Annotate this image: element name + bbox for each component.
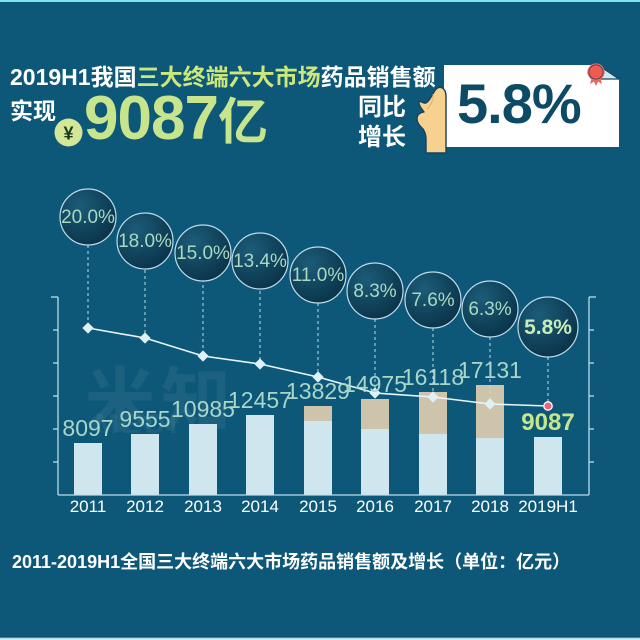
svg-text:2012: 2012	[126, 497, 164, 516]
svg-text:2017: 2017	[414, 497, 452, 516]
svg-text:2013: 2013	[184, 497, 222, 516]
svg-text:2018: 2018	[471, 497, 509, 516]
svg-text:2016: 2016	[356, 497, 394, 516]
svg-text:2015: 2015	[299, 497, 337, 516]
svg-text:2019H1: 2019H1	[518, 497, 578, 516]
svg-text:2014: 2014	[241, 497, 279, 516]
svg-text:2011: 2011	[70, 497, 107, 516]
